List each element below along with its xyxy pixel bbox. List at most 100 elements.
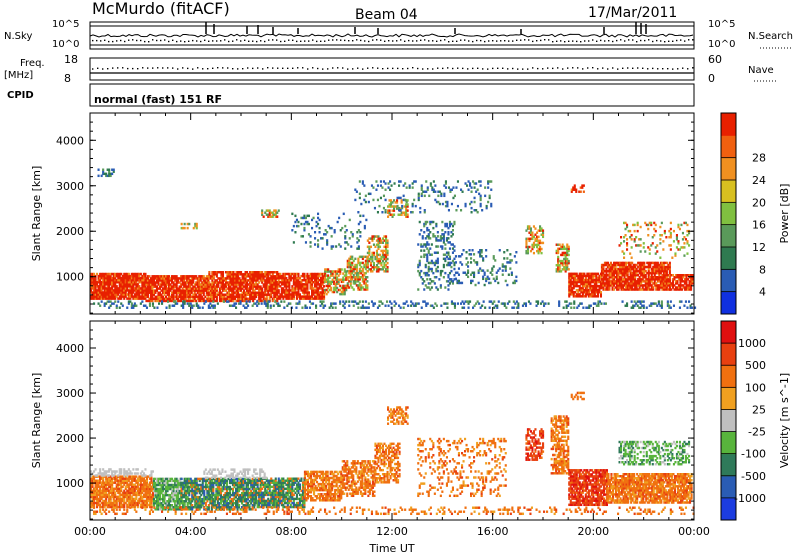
range-cell xyxy=(372,237,376,240)
range-cell xyxy=(235,273,238,276)
range-cell xyxy=(443,192,446,196)
range-cell xyxy=(258,289,261,292)
range-cell xyxy=(671,274,675,277)
range-cell xyxy=(295,285,299,288)
range-cell xyxy=(479,204,482,208)
range-cell xyxy=(611,286,614,289)
range-cell xyxy=(214,281,217,284)
range-cell xyxy=(124,289,127,292)
range-cell xyxy=(613,276,616,279)
range-cell xyxy=(285,276,288,280)
range-cell xyxy=(109,295,112,298)
range-cell xyxy=(111,272,114,276)
range-cell xyxy=(252,277,255,280)
range-cell xyxy=(439,245,442,248)
range-cell xyxy=(646,286,649,289)
range-cell xyxy=(454,261,458,264)
range-cell xyxy=(337,278,340,281)
range-cell xyxy=(509,267,512,270)
range-cell xyxy=(100,297,103,300)
range-cell xyxy=(190,281,193,284)
range-cell xyxy=(220,293,223,296)
range-cell xyxy=(587,272,590,276)
range-cell xyxy=(192,304,195,307)
range-cell xyxy=(623,280,626,283)
range-cell xyxy=(411,204,414,208)
range-cell xyxy=(100,489,103,493)
range-cell xyxy=(584,295,587,298)
range-cell xyxy=(668,265,671,269)
range-cell xyxy=(285,293,288,296)
range-cell xyxy=(109,475,112,478)
range-cell xyxy=(115,291,118,294)
range-cell xyxy=(286,304,289,307)
range-cell xyxy=(668,276,671,279)
range-cell xyxy=(635,284,638,287)
range-cell xyxy=(212,275,215,278)
range-cell xyxy=(109,483,112,486)
range-cell xyxy=(679,288,682,291)
range-cell xyxy=(160,275,163,278)
range-cell xyxy=(99,304,102,307)
range-cell xyxy=(209,297,212,301)
range-cell xyxy=(459,255,462,258)
range-cell xyxy=(229,295,232,299)
range-cell xyxy=(529,227,533,230)
range-cell xyxy=(324,290,327,294)
range-cell xyxy=(115,285,118,288)
range-cell xyxy=(307,274,311,278)
range-cell xyxy=(587,274,590,278)
range-cell xyxy=(252,291,255,294)
range-cell xyxy=(259,291,262,294)
range-cell xyxy=(264,289,267,292)
range-cell xyxy=(217,283,220,286)
range-cell xyxy=(105,479,108,482)
range-cell xyxy=(100,505,103,509)
range-cell xyxy=(93,487,96,491)
range-cell xyxy=(258,285,261,288)
range-cell xyxy=(99,505,102,509)
range-cell xyxy=(662,267,665,271)
range-cell xyxy=(266,300,269,303)
range-cell xyxy=(237,283,240,286)
range-cell xyxy=(650,269,653,273)
range-cell xyxy=(469,182,472,185)
range-cell xyxy=(136,289,139,292)
range-cell xyxy=(270,211,273,214)
range-cell xyxy=(592,278,595,282)
range-cell xyxy=(479,202,482,206)
range-cell xyxy=(97,499,100,503)
range-cell xyxy=(171,279,174,282)
range-cell xyxy=(406,203,409,206)
range-cell xyxy=(108,293,111,296)
range-cell xyxy=(542,233,545,236)
range-cell xyxy=(151,297,154,301)
range-cell xyxy=(416,302,419,305)
range-cell xyxy=(241,279,244,282)
range-cell xyxy=(277,297,280,300)
range-cell xyxy=(97,479,100,482)
range-cell xyxy=(477,271,480,274)
range-cell xyxy=(317,283,320,286)
range-cell xyxy=(172,285,175,288)
range-cell xyxy=(622,278,625,281)
range-cell xyxy=(342,276,345,279)
range-cell xyxy=(282,274,285,278)
range-cell xyxy=(97,302,100,305)
range-cell xyxy=(628,269,631,273)
freq-unit: [MHz] xyxy=(4,70,33,81)
range-cell xyxy=(622,286,625,289)
range-cell xyxy=(647,282,650,285)
range-cell xyxy=(581,289,584,292)
range-cell xyxy=(130,285,133,288)
range-cell xyxy=(212,285,215,288)
range-cell xyxy=(393,300,396,303)
range-cell xyxy=(183,279,186,282)
range-cell xyxy=(114,499,117,503)
range-cell xyxy=(273,275,276,278)
range-cell xyxy=(366,266,369,269)
range-cell xyxy=(501,273,504,276)
range-cell xyxy=(494,279,497,283)
range-cell xyxy=(204,277,207,280)
range-cell xyxy=(108,281,111,284)
